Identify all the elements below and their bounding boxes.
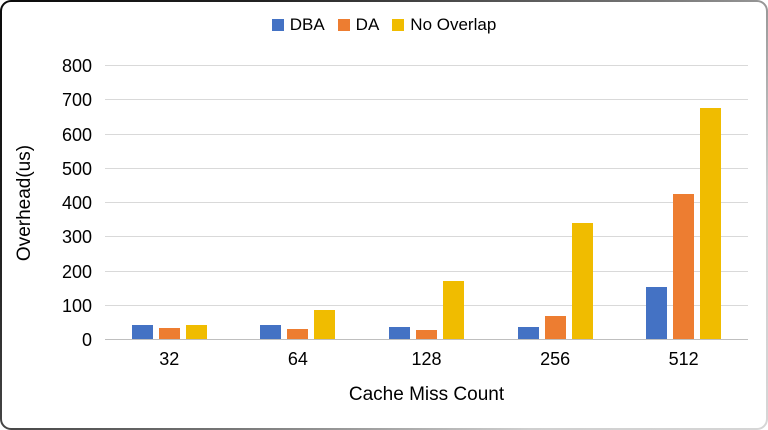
y-tick-label: 300: [61, 227, 92, 248]
legend-label-dba: DBA: [289, 15, 325, 34]
plot-area: 0 100 200 300 400 500 600 700 800 32 64 128 256 512: [62, 56, 748, 369]
legend-item-da: DA: [337, 15, 380, 34]
legend-swatch-dba: [271, 18, 284, 31]
gridline: [105, 236, 748, 238]
legend-label-no-overlap: No Overlap: [410, 15, 497, 34]
x-tick-label: 64: [287, 349, 308, 369]
bar-no-overlap-256: [571, 223, 593, 339]
legend: DBA DA No Overlap: [2, 15, 766, 34]
legend-swatch-da: [337, 18, 350, 31]
x-tick-label: 128: [411, 349, 442, 369]
y-tick-label: 0: [81, 330, 92, 350]
bar-dba-512: [646, 286, 668, 339]
bar-dba-32: [131, 325, 153, 339]
x-tick-label: 256: [540, 349, 571, 369]
y-tick-label: 200: [61, 261, 92, 282]
bar-da-32: [158, 328, 180, 339]
y-tick-label: 500: [61, 158, 92, 179]
bar-dba-256: [517, 327, 539, 339]
bar-da-128: [416, 330, 437, 339]
gridline: [105, 133, 748, 135]
gridline: [105, 167, 748, 169]
legend-item-no-overlap: No Overlap: [392, 15, 496, 34]
y-tick-label: 400: [61, 193, 92, 213]
gridline: [105, 65, 748, 66]
bar-dba-128: [389, 327, 410, 339]
y-tick-label: 600: [61, 124, 92, 145]
bar-no-overlap-128: [443, 281, 464, 339]
gridline: [105, 270, 748, 272]
bar-da-64: [287, 328, 309, 339]
legend-label-da: DA: [355, 15, 380, 34]
x-tick-label: 512: [668, 349, 699, 369]
gridline: [105, 304, 748, 306]
y-tick-label: 700: [61, 90, 92, 111]
bar-dba-64: [260, 325, 282, 339]
y-tick-label: 800: [61, 56, 92, 76]
x-axis-line: [105, 339, 748, 340]
bar-no-overlap-32: [185, 324, 207, 339]
bar-da-256: [544, 315, 566, 339]
legend-item-dba: DBA: [271, 15, 325, 34]
x-tick-label: 32: [159, 349, 180, 369]
gridline: [105, 99, 748, 101]
x-axis-title: Cache Miss Count: [348, 384, 505, 405]
gridline: [105, 202, 748, 203]
bar-da-512: [673, 194, 695, 339]
y-tick-label: 100: [61, 295, 92, 316]
bar-no-overlap-512: [700, 107, 722, 339]
bar-no-overlap-64: [314, 310, 336, 339]
legend-swatch-no-overlap: [392, 18, 405, 31]
